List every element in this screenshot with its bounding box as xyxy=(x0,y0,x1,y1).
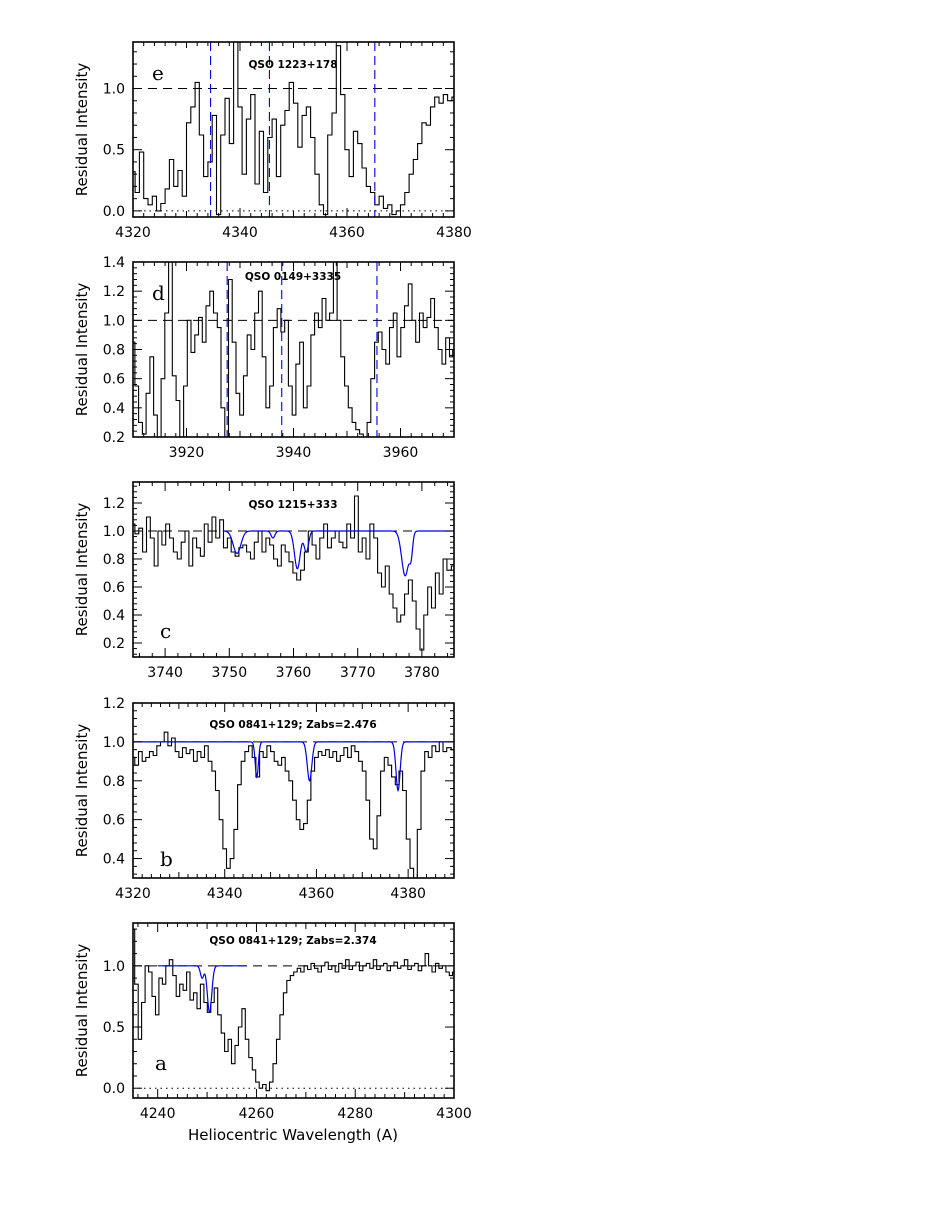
panel-a: 4240 4260 4280 4300 0.0 0.5 1.0 Residual Intens… xyxy=(73,922,472,1122)
x-tick-label: 4360 xyxy=(329,225,365,241)
y-tick-label: 0.4 xyxy=(103,401,125,417)
x-tick-label: 4300 xyxy=(436,1106,472,1122)
panel-c: 3740 3750 3760 3770 3780 0.2 0.4 0.6 0.8 1.0 1.2 Re… xyxy=(73,481,455,681)
panel-b: 4320 4340 4360 4380 0.4 0.6 0.8 1.0 1.2 Residual … xyxy=(73,696,455,902)
y-axis-label: Residual Intensity xyxy=(73,63,91,197)
panel-title: QSO 1223+178 xyxy=(248,59,337,71)
spectrum-histogram xyxy=(133,731,454,878)
y-axis-label: Residual Intensity xyxy=(73,283,91,417)
y-tick-label: 1.0 xyxy=(103,313,125,329)
y-tick-label: 0.2 xyxy=(103,430,125,446)
panel-e: 4320 4340 4360 4380 0.0 0.5 1.0 Residual Intens… xyxy=(73,41,472,241)
y-tick-label: 1.2 xyxy=(103,496,125,512)
y-tick-label: 0.6 xyxy=(103,580,125,596)
y-tick-label: 1.2 xyxy=(103,284,125,300)
panel-d: 3920 3940 3960 0.2 0.4 0.6 0.8 1.0 1.2 1.4 Residua… xyxy=(73,255,455,461)
x-tick-label: 4380 xyxy=(390,886,426,902)
y-tick-label: 0.8 xyxy=(103,552,125,568)
panel-title: QSO 0841+129; Zabs=2.374 xyxy=(209,935,376,947)
y-tick-label: 0.2 xyxy=(103,636,125,652)
panel-title: QSO 0841+129; Zabs=2.476 xyxy=(209,719,376,731)
x-tick-label: 4360 xyxy=(299,886,335,902)
x-axis-label: Heliocentric Wavelength (A) xyxy=(188,1126,398,1144)
x-tick-label: 4280 xyxy=(337,1106,373,1122)
x-tick-label: 4320 xyxy=(115,886,151,902)
fit-profile xyxy=(157,965,247,1013)
panel-title: QSO 0149+3335 xyxy=(245,271,341,283)
spectrum-histogram xyxy=(133,495,454,651)
y-tick-label: 0.0 xyxy=(103,1081,125,1097)
y-axis-label: Residual Intensity xyxy=(73,944,91,1078)
fit-profile xyxy=(222,530,454,577)
y-tick-label: 0.0 xyxy=(103,204,125,220)
y-tick-label: 1.0 xyxy=(103,735,125,751)
panel-letter: e xyxy=(152,61,164,85)
y-axis-label: Residual Intensity xyxy=(73,724,91,858)
y-axis-label: Residual Intensity xyxy=(73,503,91,637)
y-tick-label: 0.5 xyxy=(103,1020,125,1036)
plot-frame xyxy=(132,702,455,879)
x-tick-label: 4320 xyxy=(115,225,151,241)
y-tick-label: 0.6 xyxy=(103,813,125,829)
spectrum-histogram xyxy=(133,262,454,437)
panels: 4320 4340 4360 4380 0.0 0.5 1.0 Residual Intens… xyxy=(73,41,472,1122)
x-tick-label: 4340 xyxy=(207,886,243,902)
x-tick-label: 3750 xyxy=(211,665,247,681)
y-tick-label: 0.8 xyxy=(103,774,125,790)
y-tick-label: 0.6 xyxy=(103,372,125,388)
y-tick-label: 0.5 xyxy=(103,143,125,159)
plot-frame xyxy=(132,922,455,1099)
y-tick-label: 0.4 xyxy=(103,852,125,868)
plot-frame xyxy=(132,261,455,438)
y-tick-label: 1.2 xyxy=(103,696,125,712)
y-tick-label: 1.0 xyxy=(103,82,125,98)
x-tick-label: 3920 xyxy=(169,445,205,461)
x-tick-label: 3780 xyxy=(404,665,440,681)
x-tick-label: 3960 xyxy=(383,445,419,461)
y-tick-label: 1.0 xyxy=(103,959,125,975)
spectrum-histogram xyxy=(133,42,454,216)
x-tick-label: 4260 xyxy=(239,1106,275,1122)
x-tick-label: 3770 xyxy=(340,665,376,681)
y-tick-label: 1.4 xyxy=(103,255,125,271)
panel-letter: b xyxy=(160,847,173,871)
x-tick-label: 3760 xyxy=(276,665,312,681)
panel-letter: c xyxy=(160,619,171,643)
y-tick-label: 0.4 xyxy=(103,608,125,624)
x-tick-label: 3740 xyxy=(147,665,183,681)
panel-letter: a xyxy=(155,1051,167,1075)
panel-letter: d xyxy=(152,281,165,305)
fit-profile xyxy=(133,741,454,793)
x-tick-label: 4380 xyxy=(436,225,472,241)
y-tick-label: 1.0 xyxy=(103,524,125,540)
x-tick-label: 4340 xyxy=(222,225,258,241)
y-tick-label: 0.8 xyxy=(103,343,125,359)
spectrum-histogram xyxy=(133,928,454,1092)
x-tick-label: 3940 xyxy=(276,445,312,461)
x-tick-label: 4240 xyxy=(140,1106,176,1122)
panel-title: QSO 1215+333 xyxy=(248,499,337,511)
